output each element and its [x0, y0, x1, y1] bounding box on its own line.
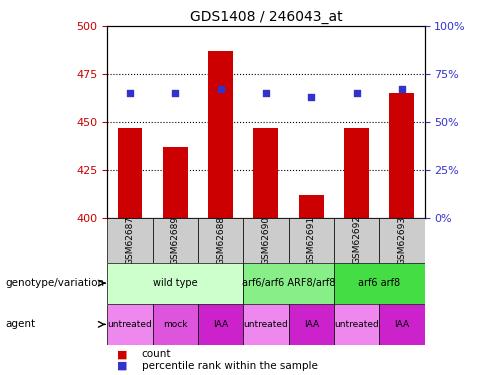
Text: IAA: IAA: [213, 320, 228, 329]
Bar: [208, 51, 233, 217]
Bar: [118, 128, 142, 218]
Point: [262, 90, 270, 96]
Point: [398, 86, 406, 92]
Text: GSM62687: GSM62687: [125, 215, 135, 265]
Text: GSM62688: GSM62688: [216, 215, 225, 265]
Bar: [288, 217, 334, 262]
Bar: [107, 262, 244, 304]
Text: IAA: IAA: [304, 320, 319, 329]
Bar: [163, 147, 188, 218]
Bar: [244, 217, 288, 262]
Point: [126, 90, 134, 96]
Bar: [244, 262, 334, 304]
Bar: [389, 93, 414, 218]
Text: untreated: untreated: [334, 320, 379, 329]
Text: wild type: wild type: [153, 278, 198, 288]
Text: GSM62693: GSM62693: [397, 215, 407, 265]
Bar: [344, 128, 369, 218]
Text: untreated: untreated: [244, 320, 288, 329]
Bar: [253, 128, 279, 218]
Text: arf6 arf8: arf6 arf8: [358, 278, 400, 288]
Text: GSM62691: GSM62691: [307, 215, 316, 265]
Bar: [334, 304, 379, 345]
Text: GSM62690: GSM62690: [262, 215, 270, 265]
Bar: [334, 262, 425, 304]
Point: [171, 90, 179, 96]
Bar: [299, 195, 324, 217]
Text: GSM62689: GSM62689: [171, 215, 180, 265]
Text: percentile rank within the sample: percentile rank within the sample: [142, 361, 317, 370]
Text: arf6/arf6 ARF8/arf8: arf6/arf6 ARF8/arf8: [242, 278, 335, 288]
Bar: [198, 304, 244, 345]
Text: ■: ■: [117, 350, 128, 359]
Point: [217, 86, 224, 92]
Text: mock: mock: [163, 320, 187, 329]
Text: IAA: IAA: [394, 320, 409, 329]
Text: agent: agent: [5, 320, 35, 329]
Bar: [244, 304, 288, 345]
Bar: [379, 304, 425, 345]
Text: ■: ■: [117, 361, 128, 370]
Bar: [107, 304, 153, 345]
Bar: [334, 217, 379, 262]
Bar: [153, 217, 198, 262]
Point: [353, 90, 361, 96]
Bar: [288, 304, 334, 345]
Point: [307, 94, 315, 100]
Text: GSM62692: GSM62692: [352, 216, 361, 264]
Bar: [107, 217, 153, 262]
Text: count: count: [142, 350, 171, 359]
Bar: [153, 304, 198, 345]
Bar: [198, 217, 244, 262]
Text: genotype/variation: genotype/variation: [5, 278, 104, 288]
Text: untreated: untreated: [108, 320, 152, 329]
Bar: [379, 217, 425, 262]
Title: GDS1408 / 246043_at: GDS1408 / 246043_at: [190, 10, 342, 24]
